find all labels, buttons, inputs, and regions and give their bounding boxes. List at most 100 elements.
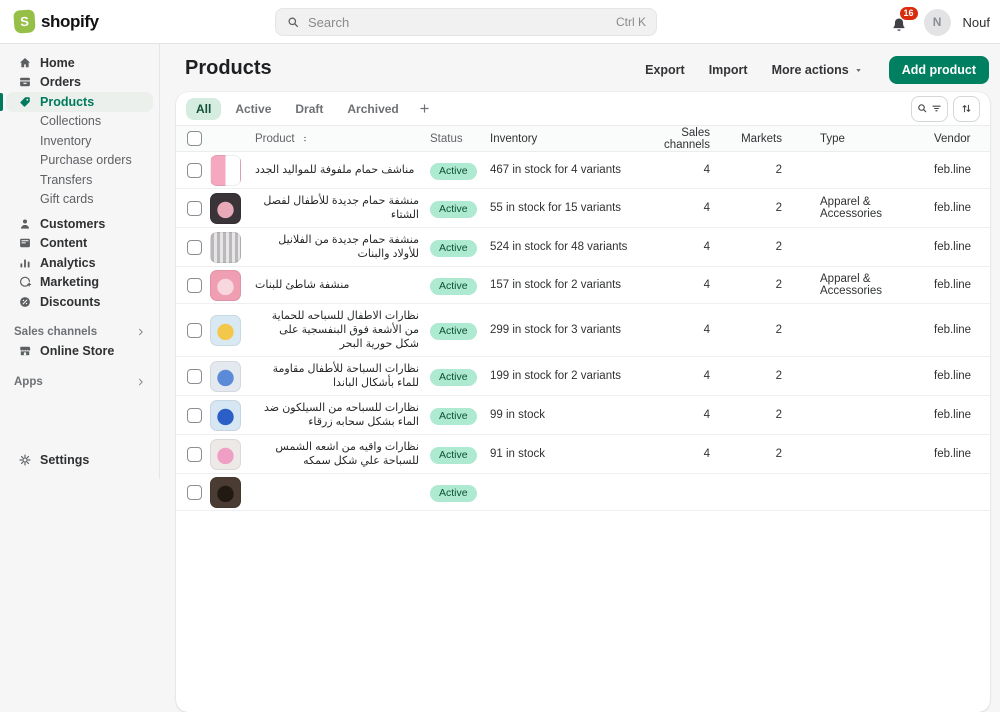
sidebar-item-settings[interactable]: Settings [6,451,153,471]
sidebar-section-sales-channels[interactable]: Sales channels [0,323,159,342]
tab-all[interactable]: All [186,98,221,120]
sidebar-item-customers[interactable]: Customers [6,214,153,234]
type-cell: Apparel & Accessories [782,273,934,297]
sidebar-item-label: Settings [40,453,89,467]
table-row[interactable]: نظارات للسباحه من السيلكون ضد الماء بشكل… [176,396,990,435]
table-row[interactable]: نظارات الاطفال للسباحه للحماية من الأشعة… [176,304,990,357]
sidebar-item-label: Discounts [40,295,100,309]
row-checkbox[interactable] [187,323,202,338]
product-name-link[interactable]: منشفة شاطئ للبنات [255,278,349,292]
sidebar-item-label: Inventory [40,134,91,148]
sidebar-item-products[interactable]: Products [6,92,153,112]
sort-button[interactable] [953,96,980,122]
orders-icon [18,75,32,89]
vendor-cell: feb.line [934,279,990,291]
sidebar-item-discounts[interactable]: Discounts [6,292,153,312]
product-name-link[interactable]: نظارات واقيه من اشعه الشمس للسباحة علي ش… [255,440,419,468]
vendor-cell: feb.line [934,409,990,421]
chevron-right-icon [135,376,147,388]
user-name[interactable]: Nouf [963,15,990,30]
row-checkbox[interactable] [187,201,202,216]
row-checkbox[interactable] [187,240,202,255]
product-name-link[interactable]: نظارات الاطفال للسباحه للحماية من الأشعة… [255,309,419,351]
search-filter-button[interactable] [911,96,948,122]
sales-channels-cell: 4 [640,202,710,214]
sidebar-item-label: Products [40,95,94,109]
sales-channels-cell: 4 [640,448,710,460]
product-name-link[interactable]: منشفة حمام جديدة للأطفال لفصل الشتاء [255,194,419,222]
inventory-cell: 199 in stock for 2 variants [490,370,640,382]
sidebar-item-home[interactable]: Home [6,53,153,73]
product-thumbnail [210,155,241,186]
row-checkbox[interactable] [187,278,202,293]
tab-active[interactable]: Active [225,98,281,120]
search-input[interactable] [308,15,608,30]
table-row[interactable]: منشفة حمام جديدة للأطفال لفصل الشتاء Act… [176,189,990,228]
sales-channels-cell: 4 [640,409,710,421]
status-badge: Active [430,323,477,340]
sort-arrows-icon [960,102,973,115]
store-icon [18,344,32,358]
product-thumbnail [210,270,241,301]
status-badge: Active [430,408,477,425]
more-actions-button[interactable]: More actions [772,63,863,77]
table-row[interactable]: منشفة شاطئ للبنات Active 157 in stock fo… [176,267,990,304]
inventory-cell: 157 in stock for 2 variants [490,279,640,291]
status-badge: Active [430,278,477,295]
row-checkbox[interactable] [187,408,202,423]
caret-down-icon [854,66,863,75]
product-name-link[interactable]: نظارات السباحة للأطفال مقاومة للماء بأشك… [255,362,419,390]
row-checkbox[interactable] [187,485,202,500]
table-row[interactable]: مناشف حمام ملفوفة للمواليد الجدد Active … [176,152,990,189]
sidebar-item-orders[interactable]: Orders [6,73,153,93]
table-row[interactable]: Active [176,474,990,511]
sidebar-item-online-store[interactable]: Online Store [6,342,153,362]
row-checkbox[interactable] [187,369,202,384]
user-avatar[interactable]: N [924,9,951,36]
markets-cell: 2 [710,370,782,382]
markets-cell: 2 [710,164,782,176]
sidebar-item-inventory[interactable]: Inventory [6,131,153,151]
import-button[interactable]: Import [709,63,748,77]
search-icon [286,15,300,29]
table-row[interactable]: منشفة حمام جديدة من الفلانيل للأولاد وال… [176,228,990,267]
product-name-link[interactable]: مناشف حمام ملفوفة للمواليد الجدد [255,163,414,177]
table-row[interactable]: نظارات السباحة للأطفال مقاومة للماء بأشك… [176,357,990,396]
add-product-button[interactable]: Add product [889,56,989,84]
product-column-header[interactable]: Product [255,133,430,145]
inventory-cell: 91 in stock [490,448,640,460]
markets-cell: 2 [710,202,782,214]
markets-cell: 2 [710,241,782,253]
sidebar-section-label: Apps [14,376,43,388]
vendor-cell: feb.line [934,370,990,382]
product-name-link[interactable]: منشفة حمام جديدة من الفلانيل للأولاد وال… [255,233,419,261]
sidebar-item-label: Home [40,56,75,70]
sidebar-item-transfers[interactable]: Transfers [6,170,153,190]
gear-icon [18,453,32,467]
sidebar-item-label: Gift cards [40,192,94,206]
sidebar-item-purchase-orders[interactable]: Purchase orders [6,151,153,171]
row-checkbox[interactable] [187,163,202,178]
notifications-button[interactable]: 16 [890,10,912,34]
product-name-link[interactable]: نظارات للسباحه من السيلكون ضد الماء بشكل… [255,401,419,429]
shopify-logo[interactable]: S shopify [14,10,99,33]
tab-draft[interactable]: Draft [285,98,333,120]
sidebar-item-content[interactable]: Content [6,234,153,254]
tab-archived[interactable]: Archived [337,98,408,120]
row-checkbox[interactable] [187,447,202,462]
sidebar-item-analytics[interactable]: Analytics [6,253,153,273]
sidebar-item-collections[interactable]: Collections [6,112,153,132]
export-button[interactable]: Export [645,63,685,77]
sidebar-item-marketing[interactable]: Marketing [6,273,153,293]
sales-channels-cell: 4 [640,279,710,291]
sidebar-item-gift-cards[interactable]: Gift cards [6,190,153,210]
global-search[interactable]: Ctrl K [275,8,657,36]
sidebar-section-apps[interactable]: Apps [0,372,159,391]
table-row[interactable]: نظارات واقيه من اشعه الشمس للسباحة علي ش… [176,435,990,474]
product-thumbnail [210,232,241,263]
add-view-button[interactable] [413,98,437,120]
select-all-checkbox[interactable] [187,131,202,146]
status-badge: Active [430,485,477,502]
